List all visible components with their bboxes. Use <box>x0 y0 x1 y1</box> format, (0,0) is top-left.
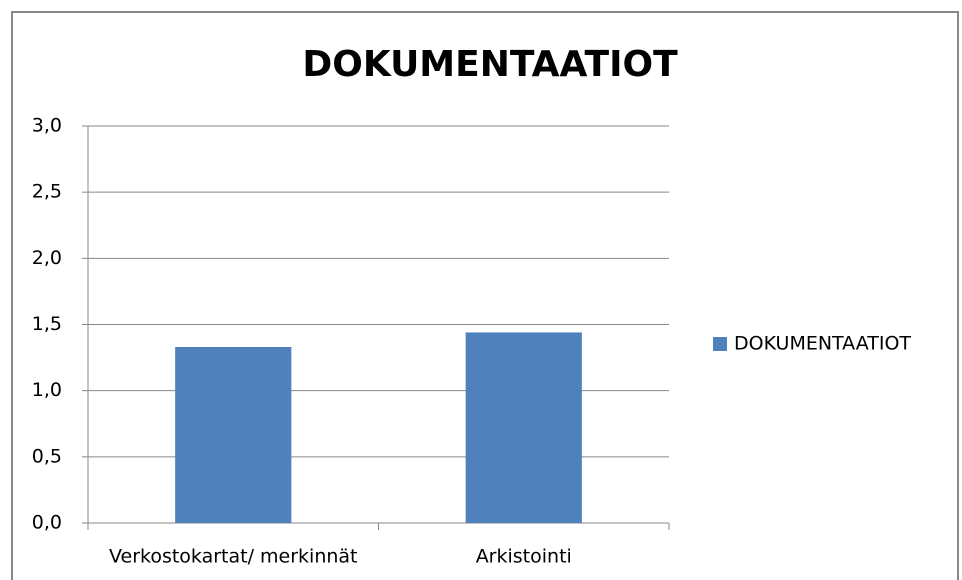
y-tick-label: 0,5 <box>32 445 62 467</box>
y-tick-label: 1,0 <box>32 379 62 401</box>
legend-swatch <box>713 337 727 351</box>
bar <box>465 332 582 523</box>
y-tick-label: 2,5 <box>32 181 62 203</box>
x-tick-label: Verkostokartat/ merkinnät <box>109 546 358 568</box>
chart-title: DOKUMENTAATIOT <box>302 44 678 85</box>
y-tick-label: 2,0 <box>32 247 62 269</box>
legend-label: DOKUMENTAATIOT <box>734 333 911 355</box>
x-tick-label: Arkistointi <box>476 546 572 568</box>
bar <box>175 346 292 523</box>
y-tick-label: 1,5 <box>32 313 62 335</box>
y-tick-label: 3,0 <box>32 115 62 137</box>
y-tick-label: 0,0 <box>32 512 62 534</box>
